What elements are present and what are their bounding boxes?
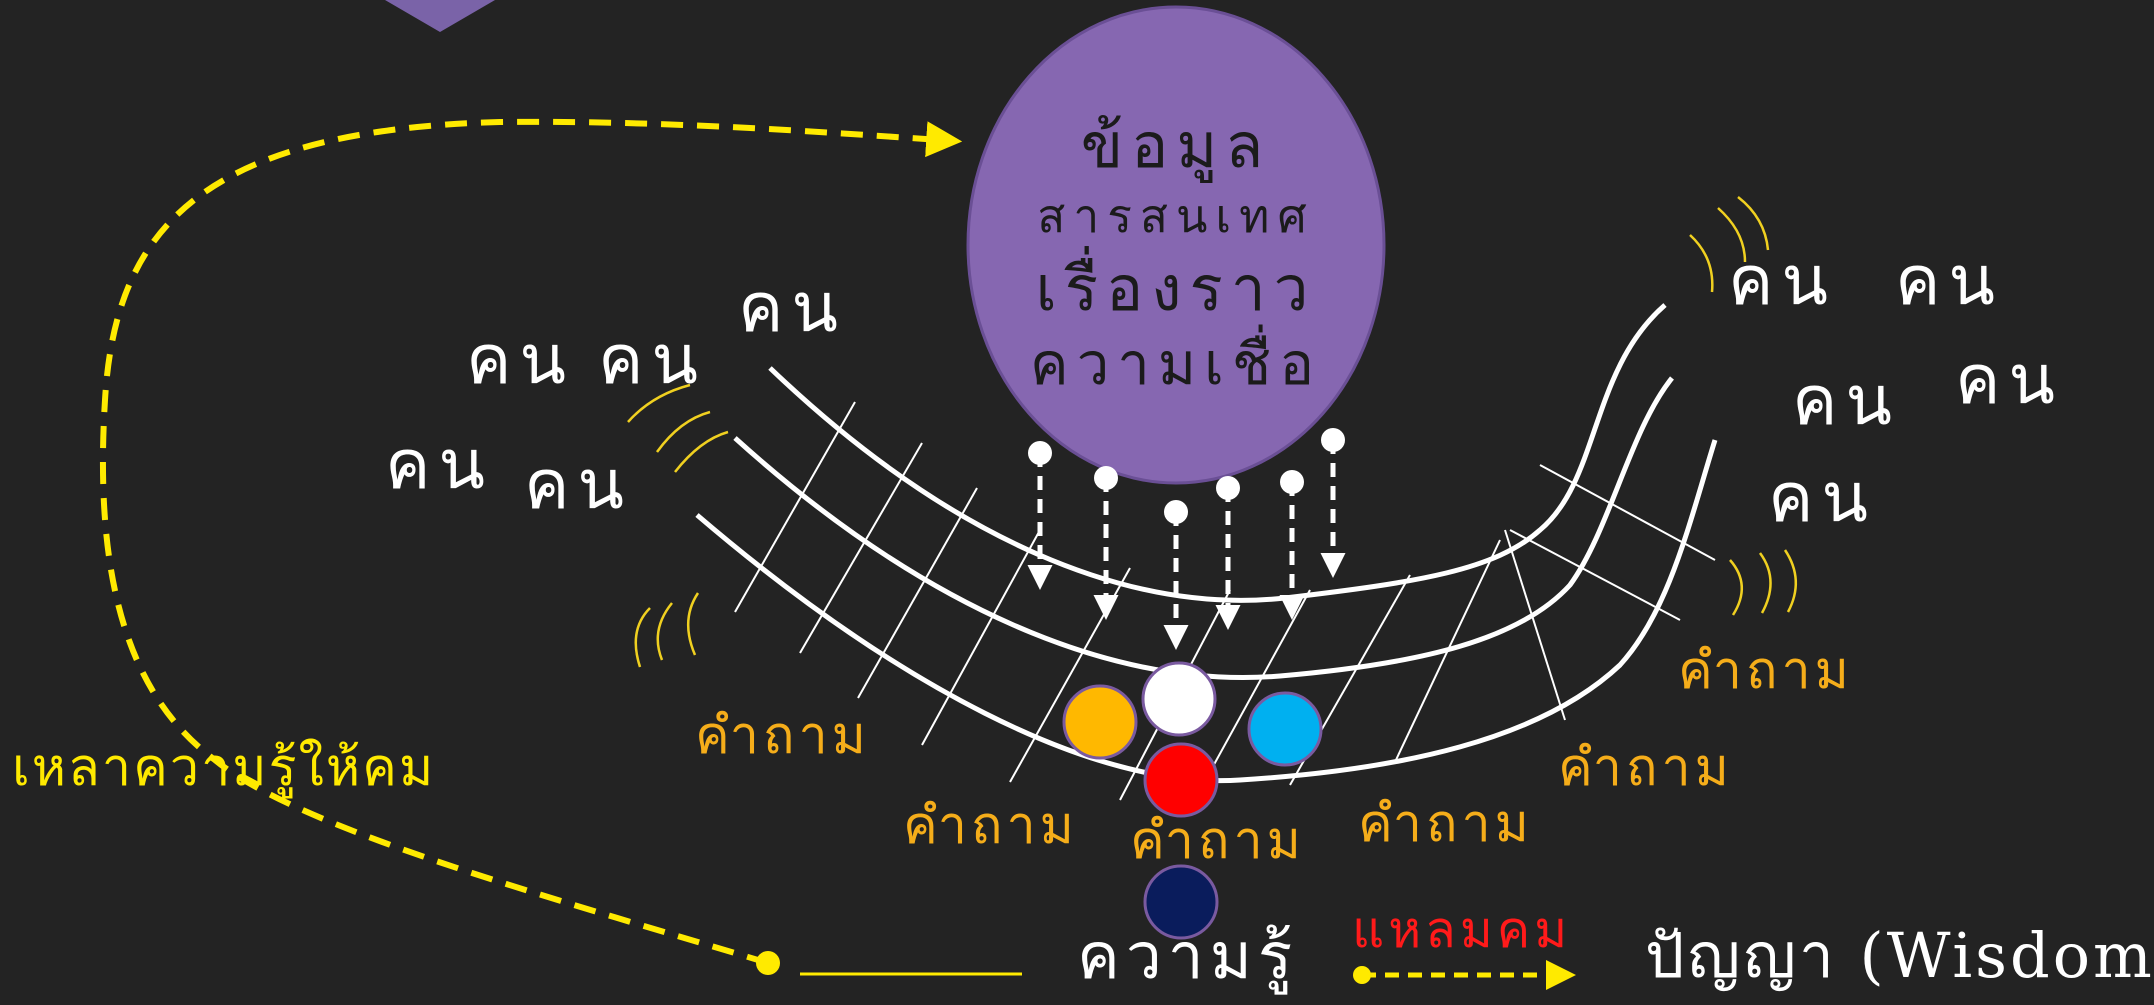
person-label: คน — [466, 321, 574, 400]
lane-curve-bottom — [695, 439, 1718, 784]
person-label: คน — [1728, 242, 1836, 321]
ball-blue — [1247, 691, 1323, 767]
ball-red — [1143, 742, 1219, 818]
question-label: คำถาม — [1678, 641, 1853, 701]
sound-waves-right-bottom — [1729, 549, 1798, 616]
wisdom-label: ปัญญา (Wisdom) — [1645, 919, 2154, 992]
lane-curve-top — [768, 303, 1667, 603]
sound-waves-left-top — [627, 383, 729, 473]
person-label: คน — [1895, 242, 2003, 321]
lane-curve-middle — [733, 376, 1674, 680]
question-label: คำถาม — [1558, 738, 1733, 798]
loop-start-dot — [756, 951, 780, 975]
ball-yellow — [1062, 684, 1138, 760]
question-label: คำถาม — [695, 706, 870, 766]
sharp-label: แหลมคม — [1352, 901, 1572, 959]
ball-white — [1141, 661, 1217, 737]
info-circle-text: ข้อมูล สารสนเทศ เรื่องราว ความเชื่อ — [968, 5, 1384, 485]
person-label: คน — [738, 269, 846, 348]
feedback-loop-arrow — [99, 118, 963, 966]
ball-navy — [1143, 864, 1219, 940]
info-circle — [966, 5, 1386, 485]
info-line-data: ข้อมูล — [1080, 109, 1272, 182]
question-label: คำถาม — [1130, 811, 1305, 871]
person-label: คน — [524, 446, 632, 525]
info-line-information: สารสนเทศ — [1037, 189, 1315, 243]
sharpen-knowledge-label: เหลาความรู้ให้คม — [12, 738, 436, 798]
question-label: คำถาม — [903, 796, 1078, 856]
info-line-belief: ความเชื่อ — [1029, 330, 1323, 398]
sound-waves-left-bottom — [634, 592, 700, 668]
person-label: คน — [1955, 341, 2063, 420]
person-label: คน — [385, 426, 493, 505]
corner-decoration — [385, 0, 495, 32]
wisdom-arrow-dot — [1353, 966, 1371, 984]
sound-waves-right-top — [1689, 196, 1770, 293]
person-label: คน — [1768, 459, 1876, 538]
info-drop-dots — [1028, 428, 1345, 524]
knowledge-label: ความรู้ — [1077, 920, 1299, 994]
person-label: คน — [1792, 362, 1900, 441]
person-label: คน — [598, 321, 706, 400]
question-label: คำถาม — [1358, 794, 1533, 854]
info-line-story: เรื่องราว — [1035, 252, 1317, 325]
